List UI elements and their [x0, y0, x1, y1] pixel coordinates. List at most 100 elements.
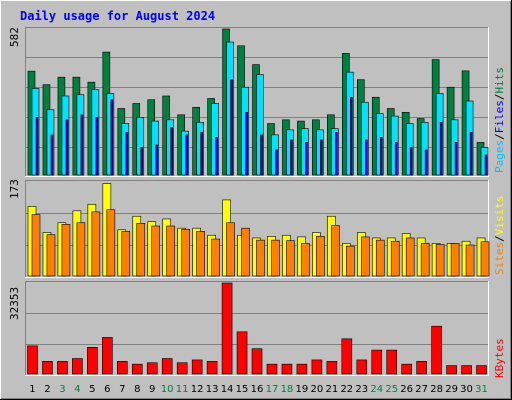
pages-bar	[379, 137, 383, 176]
legend-pages: Pages	[493, 140, 506, 173]
day-label: 5	[89, 384, 95, 395]
kbytes-bar	[27, 345, 38, 375]
day-label: 16	[251, 384, 264, 395]
pages-bar	[469, 132, 473, 176]
day-label: 14	[221, 384, 234, 395]
files-bar	[286, 129, 294, 176]
files-bar	[316, 129, 324, 176]
legend-sep-1: /	[493, 133, 506, 140]
files-bar	[420, 122, 429, 176]
kbytes-legend: KBytes	[493, 338, 506, 378]
files-bar	[136, 117, 145, 176]
kbytes-bar	[386, 349, 398, 375]
files-bar	[360, 101, 369, 176]
day-label: 13	[206, 384, 219, 395]
pages-bar	[95, 117, 99, 176]
day-label: 10	[161, 384, 174, 395]
files-bar	[181, 130, 189, 176]
legend-sep-3: /	[493, 235, 506, 242]
hits-legend: Pages/Files/Hits	[493, 67, 506, 173]
day-label: 24	[370, 384, 383, 395]
day-label: 31	[475, 384, 488, 395]
files-bar	[121, 123, 130, 176]
sites-bar	[31, 214, 41, 277]
kbytes-bar	[356, 359, 368, 375]
sites-bar	[256, 239, 265, 277]
pages-bar	[320, 139, 323, 176]
sites-bar	[166, 225, 176, 277]
sites-bar	[435, 244, 445, 277]
day-label: 27	[415, 384, 428, 395]
legend-sites: Sites	[493, 242, 506, 275]
pages-bar	[409, 147, 413, 176]
pages-bar	[350, 96, 353, 176]
pages-bar	[110, 99, 114, 176]
legend-sep-2: /	[493, 94, 506, 101]
kbytes-bar	[341, 338, 353, 375]
pages-bar	[155, 144, 159, 176]
files-bar	[465, 100, 474, 176]
sites-bar	[121, 231, 131, 277]
files-bar	[271, 134, 279, 176]
day-label: 23	[355, 384, 368, 395]
sites-bar	[346, 245, 355, 277]
day-label: 1	[29, 384, 35, 395]
sites-bar	[91, 211, 101, 277]
files-bar	[106, 93, 115, 176]
sites-bar	[405, 237, 415, 277]
sites-bar	[390, 240, 400, 277]
files-bar	[450, 119, 459, 176]
day-axis-labels: 1 2 3 4 5 6 7 8 9 10 11 12 13 14 15 16 17 18 19 20 21 22 23 24 2…	[29, 384, 488, 395]
pages-bar	[439, 122, 443, 176]
day-label: 6	[104, 384, 110, 395]
kbytes-bar	[311, 359, 323, 375]
sites-bar	[360, 236, 370, 277]
sites-bar	[465, 244, 475, 277]
kbytes-bar	[266, 363, 278, 375]
day-label: 20	[311, 384, 324, 395]
kbytes-bar	[296, 363, 308, 375]
files-bar	[211, 103, 219, 176]
pages-bar	[335, 132, 338, 176]
hits-files-pages-panel	[25, 27, 489, 177]
pages-bar	[65, 119, 69, 176]
day-label: 21	[325, 384, 338, 395]
sites-bar	[301, 243, 310, 277]
kbytes-bar	[42, 361, 53, 375]
sites-bar	[181, 228, 190, 277]
kbytes-bar	[431, 325, 442, 375]
day-label: 12	[191, 384, 204, 395]
sites-bar	[46, 234, 56, 277]
pages-bar	[50, 134, 54, 176]
pages-bar	[394, 142, 398, 176]
visits-legend: Sites/Visits	[493, 196, 506, 276]
kbytes-bar	[326, 361, 338, 375]
pages-bar	[170, 127, 174, 176]
sites-bar	[211, 238, 220, 277]
kbytes-bar	[236, 331, 248, 375]
kbytes-bar	[251, 348, 263, 375]
day-label: 9	[149, 384, 155, 395]
sites-bar	[480, 241, 490, 277]
legend-files: Files	[493, 100, 506, 133]
legend-kbytes: KBytes	[493, 338, 506, 378]
kbytes-bar	[371, 349, 383, 375]
kbytes-bar	[281, 363, 293, 375]
sites-bar	[196, 231, 205, 277]
kbytes-bar	[191, 359, 203, 375]
kbytes-bar	[117, 361, 128, 375]
kbytes-bar	[161, 358, 173, 375]
files-bar	[331, 128, 339, 176]
kbytes-bar	[102, 337, 113, 375]
kbytes-bar	[401, 363, 412, 375]
day-label: 19	[296, 384, 309, 395]
files-bar	[76, 94, 85, 176]
pages-bar	[364, 139, 368, 176]
pages-bar	[305, 142, 308, 176]
legend-hits: Hits	[493, 67, 506, 94]
files-bar	[375, 113, 384, 176]
pages-bar	[140, 147, 144, 176]
kbytes-bar	[146, 362, 158, 375]
